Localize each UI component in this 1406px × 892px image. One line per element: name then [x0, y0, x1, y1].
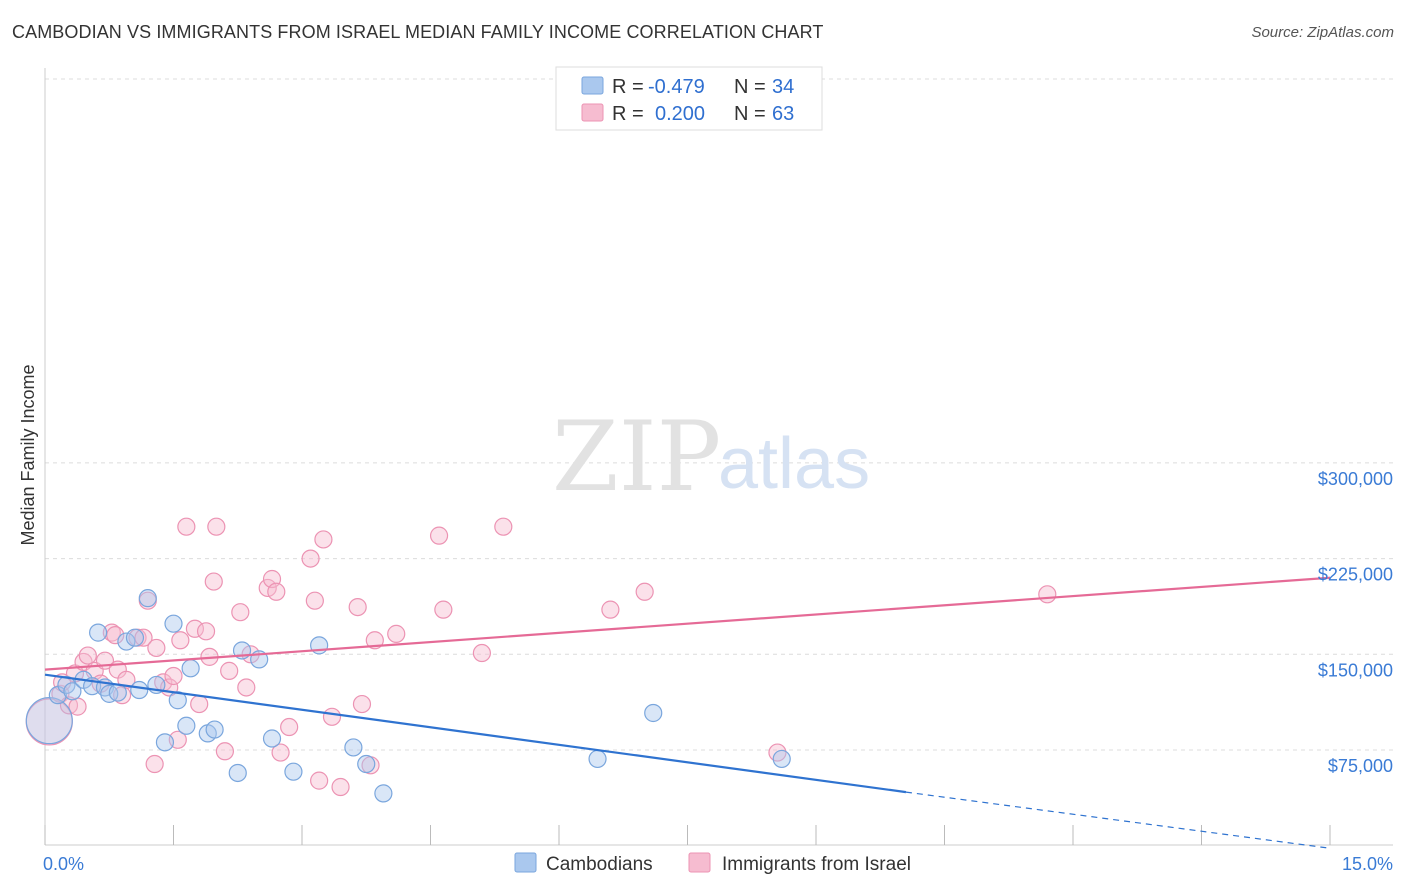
israel-point	[258, 578, 277, 598]
watermark-zip: ZIP	[552, 401, 721, 513]
israel-point	[271, 743, 290, 762]
cambodian-point	[644, 703, 663, 723]
israel-point	[1038, 585, 1057, 604]
cambodian-point	[588, 749, 607, 769]
stats-n-label-cambodian: N =	[734, 76, 766, 98]
cambodian-trendline-extension	[905, 791, 1331, 849]
x-tick-label: 15.0%	[1342, 854, 1393, 874]
israel-point	[237, 678, 256, 697]
israel-point	[429, 526, 449, 545]
cambodian-point	[228, 763, 247, 783]
cambodian-point	[164, 614, 183, 633]
cambodian-point	[63, 682, 82, 701]
israel-point	[171, 631, 190, 650]
israel-point	[145, 754, 164, 774]
israel-point	[601, 600, 620, 619]
israel-point	[434, 600, 453, 619]
cambodian-point	[284, 762, 303, 781]
watermark: ZIP atlas	[552, 401, 870, 513]
israel-point	[331, 777, 350, 797]
legend-label-israel: Immigrants from Israel	[722, 854, 911, 875]
watermark-atlas: atlas	[718, 424, 870, 504]
cambodian-point	[130, 680, 149, 700]
y-tick-label: $225,000	[1318, 565, 1393, 585]
israel-point	[207, 517, 226, 536]
y-tick-labels: $75,000 $150,000 $225,000 $300,000	[1318, 469, 1393, 776]
israel-point	[310, 771, 329, 790]
y-tick-label: $300,000	[1318, 469, 1393, 489]
stats-r-label-cambodian: R =	[612, 76, 644, 98]
israel-point	[305, 591, 324, 610]
stats-n-value-cambodian: 34	[772, 76, 794, 98]
trendlines	[44, 576, 1331, 849]
chart-title: CAMBODIAN VS IMMIGRANTS FROM ISRAEL MEDI…	[12, 22, 824, 42]
stats-swatch-israel	[581, 103, 604, 122]
y-axis-label: Median Family Income	[18, 364, 38, 545]
cambodian-point	[138, 589, 157, 608]
cambodian-point	[89, 623, 108, 642]
stats-box: R = -0.479 N = 34 R = 0.200 N = 63	[555, 66, 823, 131]
cambodian-point	[25, 697, 73, 745]
israel-point	[494, 517, 513, 536]
cambodian-point	[374, 784, 393, 803]
israel-point	[177, 517, 196, 536]
israel-point	[196, 622, 216, 641]
israel-point	[267, 582, 286, 601]
legend-swatch-cambodians	[514, 852, 537, 873]
axes	[44, 68, 1393, 846]
x-tick-label: 0.0%	[43, 854, 84, 874]
israel-point	[280, 717, 299, 737]
israel-point	[164, 666, 183, 686]
stats-r-value-cambodian: -0.479	[648, 76, 705, 98]
israel-point	[185, 619, 205, 638]
cambodian-point	[772, 749, 791, 769]
israel-point	[215, 742, 234, 761]
israel-point	[472, 643, 491, 663]
cambodian-points	[25, 589, 791, 803]
stats-n-value-israel: 63	[772, 103, 794, 125]
stats-swatch-cambodian	[581, 76, 604, 95]
legend-swatch-israel	[688, 852, 711, 873]
israel-point	[301, 549, 320, 568]
legend-label-cambodians: Cambodians	[546, 854, 653, 875]
israel-point	[220, 661, 239, 680]
israel-point	[352, 694, 372, 714]
cambodian-point	[357, 754, 376, 774]
y-tick-label: $75,000	[1328, 756, 1393, 776]
cambodian-point	[205, 720, 224, 739]
legend: Cambodians Immigrants from Israel	[514, 852, 911, 875]
israel-point	[348, 597, 367, 617]
cambodian-point	[177, 716, 196, 735]
israel-point	[68, 697, 87, 716]
source-label: Source: ZipAtlas.com	[1251, 24, 1394, 41]
cambodian-point	[262, 729, 282, 748]
cambodian-trendline	[44, 673, 907, 794]
israel-points	[25, 517, 1057, 797]
israel-trendline	[44, 576, 1331, 671]
israel-point	[635, 582, 654, 601]
israel-point	[314, 530, 333, 549]
israel-point	[78, 646, 97, 665]
israel-point	[190, 694, 209, 714]
stats-r-value-israel: 0.200	[655, 103, 705, 125]
x-tick-labels: 0.0% 15.0%	[43, 854, 1393, 874]
israel-point	[102, 623, 121, 642]
israel-point	[231, 603, 250, 622]
stats-n-label-israel: N =	[734, 103, 766, 125]
israel-point	[387, 624, 406, 643]
israel-point	[117, 670, 136, 689]
israel-point	[147, 638, 166, 658]
israel-point	[322, 707, 342, 726]
cambodian-point	[108, 683, 127, 702]
y-tick-label: $150,000	[1318, 660, 1393, 680]
cambodian-point	[117, 632, 136, 651]
stats-r-label-israel: R =	[612, 103, 644, 125]
israel-point	[365, 631, 384, 650]
israel-point	[204, 572, 223, 591]
cambodian-point	[155, 733, 175, 752]
cambodian-point	[344, 738, 363, 757]
cambodian-point	[125, 628, 145, 647]
cambodian-point	[181, 659, 200, 678]
